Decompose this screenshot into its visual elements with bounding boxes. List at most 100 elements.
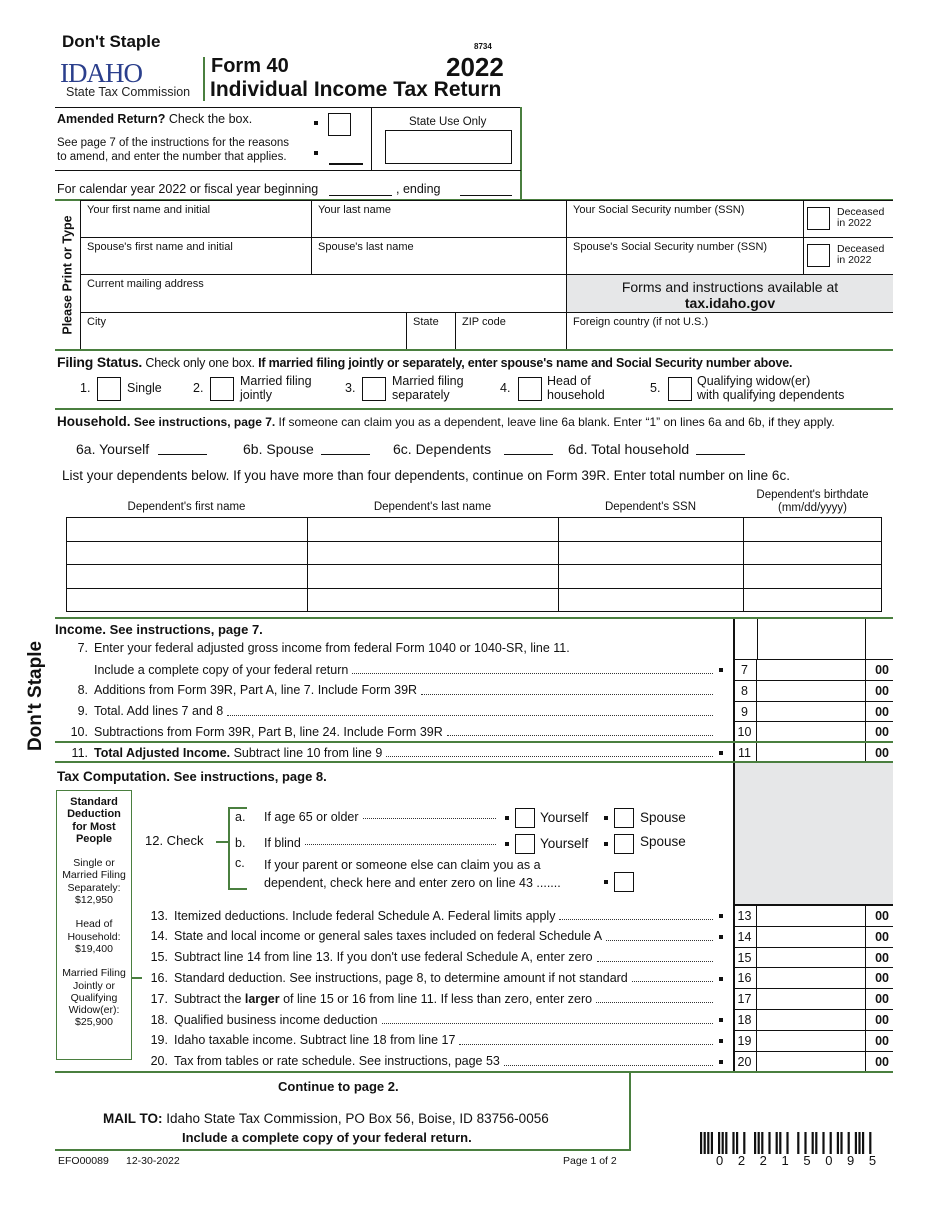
state-field[interactable]: State [406, 312, 456, 350]
line-18-amount-field[interactable]: 18 00 [733, 1009, 893, 1030]
filing-option-label: Single [127, 381, 162, 395]
line-10-amount-field[interactable]: 10 00 [733, 721, 893, 743]
line-12-label: 12. Check [145, 833, 204, 848]
bullet [719, 668, 723, 673]
revision-date: 12-30-2022 [126, 1155, 180, 1167]
form-code: 8734 [474, 42, 492, 51]
line-6b-input[interactable] [321, 454, 370, 455]
line-6c-input[interactable] [504, 454, 553, 455]
line-15-amount-field[interactable]: 15 00 [733, 946, 893, 968]
line-18: 18. Qualified business income deduction [140, 1009, 733, 1030]
dep-last-input[interactable] [307, 587, 559, 612]
line-6c: 6c. Dependents [393, 441, 492, 457]
line-6b: 6b. Spouse [243, 441, 314, 457]
blind-yourself-checkbox[interactable] [515, 834, 535, 854]
filing-status-checkbox-4[interactable] [518, 377, 542, 401]
line-20-amount-field[interactable]: 20 00 [733, 1050, 893, 1072]
barcode-bar [700, 1132, 703, 1154]
filing-option-label: Head of household [547, 374, 605, 402]
filing-status-checkbox-1[interactable] [97, 377, 121, 401]
line-6a-input[interactable] [158, 454, 207, 455]
line-7-amount-field[interactable]: 7 00 [733, 659, 893, 680]
fiscal-begin-input[interactable] [329, 195, 392, 196]
zip-field[interactable]: ZIP code [455, 312, 567, 350]
foreign-country-field[interactable]: Foreign country (if not U.S.) [566, 312, 893, 350]
rule [55, 1071, 893, 1073]
dep-last-input[interactable] [307, 540, 559, 565]
line-16: 16. Standard deduction. See instructions,… [140, 967, 733, 988]
spouse-deceased-checkbox[interactable] [807, 244, 830, 267]
deceased-checkbox[interactable] [807, 207, 830, 230]
barcode-bar [721, 1132, 724, 1154]
city-field[interactable]: City [80, 312, 407, 350]
dependent-row [66, 564, 882, 589]
line-8-amount-field[interactable]: 8 00 [733, 679, 893, 701]
dep-first-input[interactable] [66, 564, 308, 589]
spouse-deceased-label: Deceased in 2022 [837, 243, 885, 266]
dependent-row [66, 517, 882, 542]
filing-status-checkbox-3[interactable] [362, 377, 386, 401]
amended-checkbox[interactable] [328, 113, 351, 136]
bullet [719, 914, 723, 919]
filing-status-checkbox-2[interactable] [210, 377, 234, 401]
line-9-amount-field[interactable]: 9 00 [733, 700, 893, 722]
line-6d: 6d. Total household [568, 441, 690, 457]
spouse-label: Spouse [640, 810, 686, 825]
barcode-bar [822, 1132, 825, 1154]
dep-birthdate-input[interactable] [743, 564, 882, 589]
barcode-bar [811, 1132, 814, 1154]
barcode-number: 0 2 2 1 5 0 9 5 [716, 1153, 880, 1168]
dep-first-input[interactable] [66, 540, 308, 565]
barcode-bar [786, 1132, 789, 1154]
filing-status-checkbox-5[interactable] [668, 377, 692, 401]
line-16-amount-field[interactable]: 16 00 [733, 967, 893, 989]
age65-spouse-checkbox[interactable] [614, 808, 634, 828]
dep-last-input[interactable] [307, 517, 559, 542]
continue-label: Continue to page 2. [278, 1079, 399, 1094]
age65-yourself-checkbox[interactable] [515, 808, 535, 828]
dep-first-input[interactable] [66, 587, 308, 612]
barcode-bar [815, 1132, 818, 1154]
bullet [719, 976, 723, 981]
dep-birthdate-input[interactable] [743, 540, 882, 565]
line-14-amount-field[interactable]: 14 00 [733, 925, 893, 947]
dep-ssn-input[interactable] [558, 540, 744, 565]
dep-birthdate-input[interactable] [743, 587, 882, 612]
line-12a-letter: a. [235, 810, 246, 824]
spouse-ssn-field[interactable]: Spouse's Social Security number (SSN) [566, 237, 804, 275]
line-17-amount-field[interactable]: 17 00 [733, 988, 893, 1010]
line-8: 8. Additions from Form 39R, Part A, line … [60, 680, 733, 701]
barcode-bar [718, 1132, 721, 1154]
dependent-checkbox[interactable] [614, 872, 634, 892]
dependents-table [66, 517, 882, 612]
barcode-bar [710, 1132, 713, 1154]
dep-ssn-input[interactable] [558, 564, 744, 589]
barcode-bar [836, 1132, 839, 1154]
mailing-address-field[interactable]: Current mailing address [80, 274, 567, 313]
first-name-field[interactable]: Your first name and initial [80, 200, 312, 238]
line-19-amount-field[interactable]: 19 00 [733, 1029, 893, 1051]
line-10: 10. Subtractions from Form 39R, Part B, l… [60, 721, 733, 742]
shaded-area [733, 763, 893, 906]
dep-last-input[interactable] [307, 564, 559, 589]
filing-option-label: Married filing separately [392, 374, 464, 402]
dep-first-input[interactable] [66, 517, 308, 542]
dep-birthdate-input[interactable] [743, 517, 882, 542]
blind-spouse-checkbox[interactable] [614, 834, 634, 854]
barcode-bar [725, 1132, 728, 1154]
dep-ssn-input[interactable] [558, 587, 744, 612]
last-name-field[interactable]: Your last name [311, 200, 567, 238]
fiscal-end-input[interactable] [460, 195, 512, 196]
dep-ssn-input[interactable] [558, 517, 744, 542]
ssn-field[interactable]: Your Social Security number (SSN) [566, 200, 804, 238]
spouse-last-name-field[interactable]: Spouse's last name [311, 237, 567, 275]
spouse-first-name-field[interactable]: Spouse's first name and initial [80, 237, 312, 275]
amended-reason-input[interactable] [329, 163, 363, 165]
mail-to: MAIL TO: Idaho State Tax Commission, PO … [103, 1111, 549, 1126]
bracket [228, 807, 247, 890]
bullet [505, 842, 509, 846]
line-13-amount-field[interactable]: 13 00 [733, 905, 893, 926]
dependents-note: List your dependents below. If you have … [62, 468, 790, 483]
barcode-bar [775, 1132, 778, 1154]
line-6d-input[interactable] [696, 454, 745, 455]
